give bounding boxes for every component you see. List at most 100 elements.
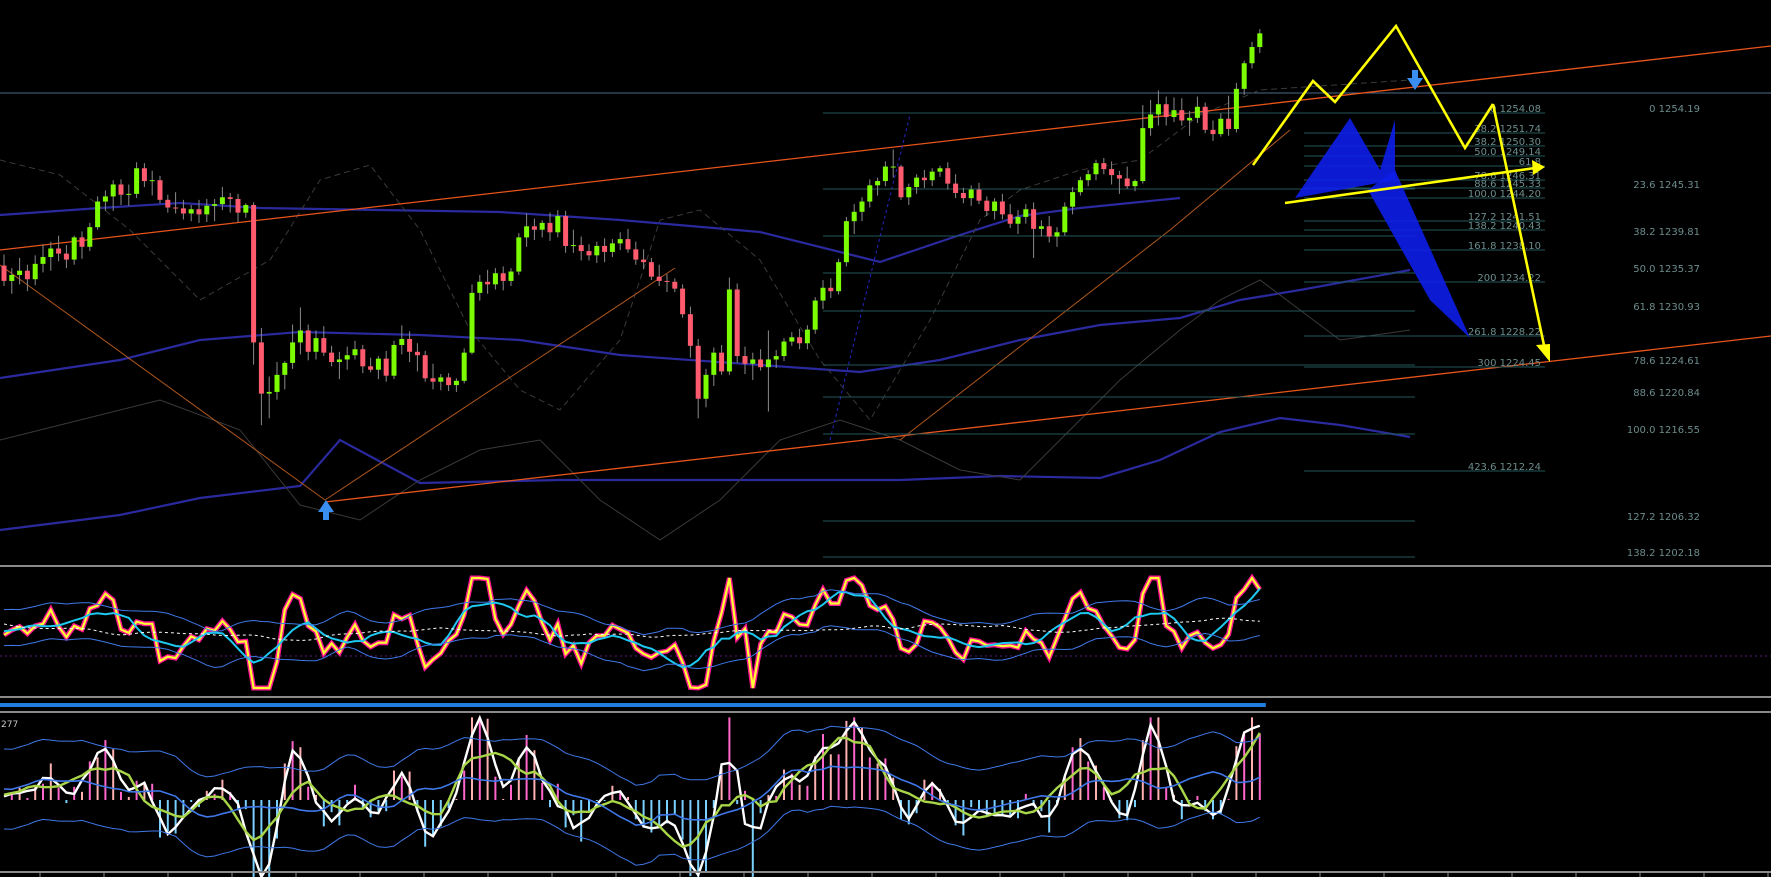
candle-body bbox=[1, 265, 7, 281]
oscillator-2-label: 277 bbox=[1, 720, 18, 730]
candle-body bbox=[1023, 209, 1029, 217]
candle-body bbox=[984, 200, 990, 211]
neckline-arrow-head bbox=[1532, 160, 1545, 175]
candle-body bbox=[648, 262, 654, 277]
fib-label-mid: 50.0 1249.14 bbox=[1474, 147, 1541, 158]
candle-body bbox=[134, 168, 140, 194]
channel-upper bbox=[0, 45, 1771, 251]
candle-body bbox=[867, 185, 873, 202]
candle-body bbox=[1241, 63, 1247, 89]
fib-label-mid: 100.0 1244.20 bbox=[1468, 189, 1541, 200]
candle-body bbox=[297, 330, 303, 343]
candle-body bbox=[1093, 163, 1099, 175]
candle-body bbox=[703, 374, 709, 399]
fib-label-mid: 261.8 1228.22 bbox=[1468, 327, 1541, 338]
candle-body bbox=[352, 349, 358, 356]
candle-body bbox=[937, 168, 943, 172]
fib-label-right: 23.6 1245.31 bbox=[1633, 180, 1700, 191]
candle-body bbox=[102, 196, 108, 202]
fib-label-right: 50.0 1235.37 bbox=[1633, 264, 1700, 275]
candle-body bbox=[586, 251, 592, 256]
candle-body bbox=[851, 211, 857, 222]
candle-body bbox=[633, 249, 639, 260]
candle-body bbox=[656, 276, 662, 281]
candle-body bbox=[968, 189, 974, 199]
candle-body bbox=[360, 349, 366, 367]
candle-body bbox=[882, 166, 888, 182]
candle-body bbox=[1226, 118, 1232, 129]
candle-body bbox=[711, 352, 717, 375]
price-panel-overlays bbox=[0, 45, 1771, 541]
candle-body bbox=[719, 352, 725, 372]
candle-body bbox=[1187, 117, 1193, 121]
candle-body bbox=[617, 239, 623, 244]
candle-body bbox=[219, 197, 225, 205]
diagonal-line-2 bbox=[324, 267, 676, 501]
candle-body bbox=[336, 359, 342, 363]
neckline bbox=[1284, 166, 1536, 205]
candle-body bbox=[602, 245, 608, 252]
candle-body bbox=[773, 356, 779, 360]
fib-label-mid: 161.8 1238.10 bbox=[1468, 241, 1541, 252]
candle-body bbox=[446, 377, 452, 386]
candle-body bbox=[40, 257, 46, 264]
candle-body bbox=[742, 356, 748, 364]
candle-body bbox=[555, 216, 561, 233]
candle-body bbox=[781, 341, 787, 357]
osc2-band-lower bbox=[3, 805, 1261, 866]
candle-body bbox=[492, 273, 498, 285]
buy-arrow-icon bbox=[318, 500, 334, 520]
fib-label-right: 100.0 1216.55 bbox=[1627, 425, 1700, 436]
fib-label-mid: 200 1234.22 bbox=[1477, 273, 1541, 284]
candle-body bbox=[750, 359, 756, 364]
fib-label-right: 78.6 1224.61 bbox=[1633, 356, 1700, 367]
bollinger-band-2 bbox=[0, 268, 1411, 380]
candle-body bbox=[180, 208, 186, 214]
candle-body bbox=[1015, 216, 1021, 224]
candle-body bbox=[235, 198, 241, 213]
candle-body bbox=[1031, 209, 1037, 229]
candle-body bbox=[1116, 175, 1122, 179]
candle-body bbox=[110, 184, 116, 197]
candle-body bbox=[422, 355, 428, 379]
candle-body bbox=[305, 330, 311, 352]
candle-body bbox=[875, 181, 881, 186]
candle-body bbox=[9, 274, 15, 281]
candle-body bbox=[1007, 214, 1013, 224]
candle-body bbox=[1132, 181, 1138, 187]
candle-body bbox=[516, 237, 522, 272]
candle-body bbox=[469, 292, 475, 353]
envelope-line-2 bbox=[0, 279, 1411, 541]
candle-body bbox=[126, 193, 132, 195]
candle-body bbox=[453, 380, 459, 386]
osc1-signal-line bbox=[3, 617, 1260, 641]
candle-body bbox=[438, 377, 444, 382]
osc1-band-lower bbox=[3, 625, 1260, 672]
candle-body bbox=[1101, 163, 1107, 170]
candle-body bbox=[563, 216, 569, 246]
candle-body bbox=[344, 355, 350, 360]
fib-label-mid: 88.6 1245.33 bbox=[1474, 179, 1541, 190]
candle-body bbox=[976, 189, 982, 201]
candle-body bbox=[1070, 192, 1076, 207]
candle-body bbox=[687, 314, 693, 346]
candle-body bbox=[391, 344, 397, 376]
candle-body bbox=[1038, 226, 1044, 229]
candle-body bbox=[24, 270, 30, 280]
candle-body bbox=[266, 391, 272, 394]
candle-body bbox=[1257, 33, 1263, 48]
candle-body bbox=[157, 180, 163, 200]
candle-body bbox=[1163, 104, 1169, 118]
candle-body bbox=[898, 166, 904, 198]
candle-body bbox=[695, 345, 701, 399]
candle-body bbox=[290, 342, 296, 363]
panel-separators bbox=[0, 565, 1771, 877]
candle-body bbox=[313, 338, 319, 352]
candle-body bbox=[1124, 178, 1130, 187]
candle-body bbox=[321, 338, 327, 353]
candle-body bbox=[672, 281, 678, 289]
dotted-trend-line bbox=[829, 114, 911, 441]
candle-body bbox=[921, 177, 927, 181]
candle-body bbox=[1085, 174, 1091, 181]
